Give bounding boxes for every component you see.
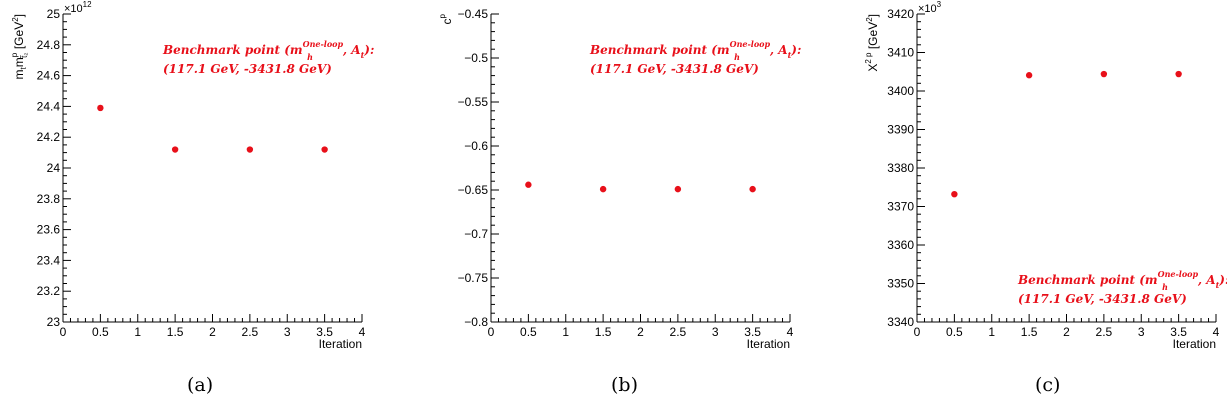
y-exponent-label: ×103 — [918, 0, 942, 15]
x-tick-label: 2 — [209, 325, 216, 339]
y-tick-label: 3380 — [887, 161, 914, 175]
y-tick-label: 3360 — [887, 238, 914, 252]
benchmark-annotation-line2: (117.1 GeV, -3431.8 GeV) — [163, 62, 332, 76]
y-tick-label: 24 — [47, 161, 61, 175]
data-point — [97, 104, 104, 112]
x-tick-label: 0 — [60, 325, 67, 339]
y-tick-label: −0.45 — [458, 7, 489, 21]
y-tick-label: 24.8 — [37, 38, 61, 52]
y-tick-label: 24.6 — [37, 69, 61, 83]
data-point — [1100, 70, 1108, 78]
data-point — [246, 146, 254, 153]
y-tick-label: −0.65 — [458, 183, 489, 197]
y-tick-label: 23.6 — [37, 223, 61, 237]
x-tick-label: 4 — [1213, 325, 1220, 339]
chart-panel-1: 0 0.5 1 1.5 2 2.5 3 3.5 4 23 23.2 23.4 23.6 23.8 24 24.… — [10, 0, 374, 351]
y-exponent-label: ×1012 — [64, 0, 92, 15]
chart-panel-3: 0 0.5 1 1.5 2 2.5 3 3.5 4 3340 3350 3360 3370 3380 339… — [864, 0, 1227, 351]
x-axis-title: Iteration — [319, 337, 362, 351]
x-tick-label: 1 — [134, 325, 141, 339]
x-tick-label: 0 — [488, 325, 495, 339]
data-point — [674, 185, 682, 193]
x-tick-label: 1 — [562, 325, 569, 339]
y-tick-label: 23.8 — [37, 192, 61, 206]
x-tick-label: 2.5 — [242, 325, 259, 339]
x-axis-title: Iteration — [1173, 337, 1216, 351]
y-axis-title: mtmpt̃₂ [GeV2] — [10, 14, 29, 80]
data-point — [1025, 72, 1033, 79]
y-tick-label: 3350 — [887, 277, 914, 291]
y-tick-label: −0.8 — [464, 315, 488, 329]
y-tick-label: 3370 — [887, 200, 914, 214]
y-tick-label: 3410 — [887, 46, 914, 60]
data-point — [171, 146, 179, 153]
y-tick-label: −0.6 — [464, 139, 488, 153]
x-tick-label: 3.5 — [744, 325, 761, 339]
x-tick-label: 0.5 — [946, 325, 963, 339]
y-tick-label: −0.5 — [464, 51, 488, 65]
data-point — [321, 146, 328, 153]
y-axis-title: X2 p [GeV2] — [864, 14, 880, 72]
x-tick-label: 3.5 — [1170, 325, 1187, 339]
benchmark-annotation-line2: (117.1 GeV, -3431.8 GeV) — [590, 62, 759, 76]
chart-panel-2: 0 0.5 1 1.5 2 2.5 3 3.5 4 −0.8 −0.75 −0.7 −0.65 −0.6 −… — [438, 7, 801, 351]
y-tick-label: 23.4 — [37, 253, 61, 267]
x-tick-label: 3 — [1138, 325, 1145, 339]
x-tick-label: 0.5 — [520, 325, 537, 339]
x-tick-label: 0 — [914, 325, 921, 339]
data-point — [525, 181, 532, 188]
y-tick-label: 24.4 — [37, 99, 61, 113]
y-tick-label: 25 — [47, 7, 61, 21]
x-tick-label: 3 — [712, 325, 719, 339]
data-point — [749, 185, 756, 193]
data-point — [599, 185, 607, 193]
y-tick-label: 3340 — [887, 315, 914, 329]
y-tick-label: 3420 — [887, 7, 914, 21]
x-tick-label: 3.5 — [316, 325, 333, 339]
y-tick-label: 3390 — [887, 123, 914, 137]
y-tick-label: −0.55 — [458, 95, 489, 109]
caption-b: (b) — [611, 374, 638, 396]
x-tick-label: 2 — [1063, 325, 1070, 339]
y-tick-label: −0.75 — [458, 271, 489, 285]
x-tick-label: 1.5 — [1021, 325, 1038, 339]
benchmark-annotation-line2: (117.1 GeV, -3431.8 GeV) — [1018, 292, 1187, 306]
x-tick-label: 2.5 — [670, 325, 687, 339]
x-tick-label: 4 — [359, 325, 366, 339]
x-tick-label: 1 — [988, 325, 995, 339]
caption-c: (c) — [1035, 374, 1061, 396]
y-tick-label: 24.2 — [37, 130, 61, 144]
x-tick-label: 2 — [637, 325, 644, 339]
y-tick-label: 23.2 — [37, 284, 61, 298]
x-axis-title: Iteration — [747, 337, 790, 351]
caption-a: (a) — [187, 374, 214, 396]
data-point — [951, 190, 958, 198]
x-tick-label: 3 — [284, 325, 291, 339]
x-tick-label: 1.5 — [167, 325, 184, 339]
x-tick-label: 2.5 — [1096, 325, 1113, 339]
x-tick-label: 1.5 — [595, 325, 612, 339]
data-point — [1175, 70, 1182, 78]
y-tick-label: 23 — [47, 315, 61, 329]
x-tick-label: 4 — [787, 325, 794, 339]
x-tick-label: 0.5 — [92, 325, 109, 339]
y-axis-title: cp — [438, 13, 454, 24]
y-tick-label: 3400 — [887, 84, 914, 98]
y-tick-label: −0.7 — [464, 227, 488, 241]
